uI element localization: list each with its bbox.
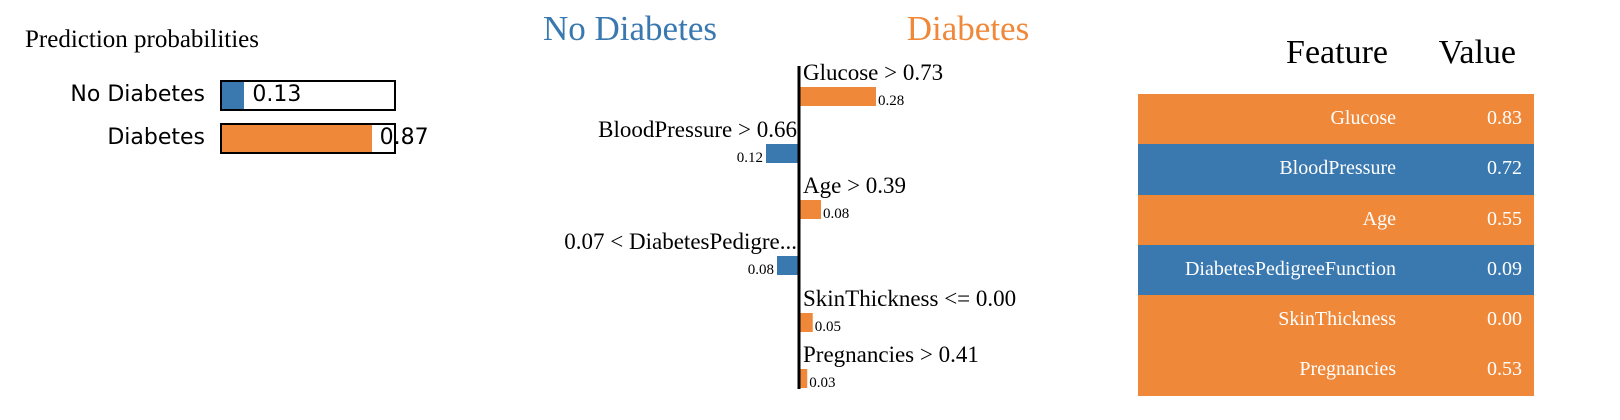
probability-row: Diabetes 0.87 bbox=[0, 123, 480, 157]
feature-bar bbox=[766, 144, 799, 163]
feature-condition-label: SkinThickness <= 0.00 bbox=[803, 286, 1016, 311]
probability-value: 0.87 bbox=[379, 125, 429, 150]
class-label-negative: No Diabetes bbox=[543, 9, 717, 48]
table-cell-value: 0.55 bbox=[1487, 207, 1522, 230]
table-cell-value: 0.09 bbox=[1487, 257, 1522, 280]
table-rows: Glucose 0.83 BloodPressure 0.72 Age 0.55 Diabe… bbox=[1138, 94, 1534, 396]
table-cell-feature: Age bbox=[1362, 207, 1396, 230]
probability-label: Diabetes bbox=[107, 125, 205, 150]
feature-bar bbox=[799, 313, 813, 332]
table-cell-value: 0.83 bbox=[1487, 107, 1522, 129]
probability-label: No Diabetes bbox=[70, 82, 205, 107]
table-cell-feature: Pregnancies bbox=[1299, 358, 1396, 381]
prediction-probabilities-panel: Prediction probabilities No Diabetes 0.13… bbox=[0, 0, 480, 180]
table-row: Age 0.55 bbox=[1138, 194, 1534, 245]
table-cell-feature: BloodPressure bbox=[1279, 157, 1396, 180]
table-cell-value: 0.72 bbox=[1487, 157, 1522, 180]
table-cell-feature: Glucose bbox=[1330, 107, 1396, 129]
table-row: DiabetesPedigreeFunction 0.09 bbox=[1138, 244, 1534, 296]
feature-condition-label: 0.07 < DiabetesPedigre... bbox=[564, 229, 797, 254]
feature-weight-label: 0.08 bbox=[748, 262, 774, 278]
table-header: Feature Value bbox=[1138, 30, 1534, 94]
feature-bar bbox=[777, 256, 799, 275]
probability-row: No Diabetes 0.13 bbox=[0, 80, 480, 114]
feature-condition-label: Age > 0.39 bbox=[803, 173, 906, 198]
probability-bar-fill bbox=[222, 82, 245, 109]
table-cell-feature: SkinThickness bbox=[1278, 308, 1396, 331]
feature-bar bbox=[799, 87, 876, 106]
table-row: BloodPressure 0.72 bbox=[1138, 144, 1534, 195]
feature-weight-label: 0.05 bbox=[815, 319, 841, 335]
table-row: Glucose 0.83 bbox=[1138, 94, 1534, 145]
probability-value: 0.13 bbox=[252, 82, 302, 107]
class-label-positive: Diabetes bbox=[907, 9, 1029, 48]
feature-weight-label: 0.03 bbox=[809, 375, 835, 391]
table-row: Pregnancies 0.53 bbox=[1138, 345, 1534, 396]
probability-bar-frame bbox=[220, 80, 396, 111]
table-row: SkinThickness 0.00 bbox=[1138, 295, 1534, 346]
feature-bar bbox=[799, 200, 821, 219]
table-cell-value: 0.53 bbox=[1487, 358, 1522, 381]
header-feature: Feature bbox=[1286, 34, 1388, 71]
feature-condition-label: BloodPressure > 0.66 bbox=[598, 117, 797, 142]
feature-weight-label: 0.08 bbox=[823, 206, 849, 222]
probability-bar-fill bbox=[222, 125, 372, 152]
feature-weight-label: 0.28 bbox=[878, 93, 904, 109]
header-value: Value bbox=[1438, 34, 1516, 71]
feature-condition-label: Glucose > 0.73 bbox=[803, 60, 943, 85]
table-cell-feature: DiabetesPedigreeFunction bbox=[1184, 257, 1396, 280]
feature-condition-label: Pregnancies > 0.41 bbox=[803, 342, 979, 367]
feature-value-table: Feature Value Glucose 0.83 BloodPressure 0.… bbox=[1138, 30, 1534, 396]
table-cell-value: 0.00 bbox=[1487, 308, 1522, 331]
feature-weight-label: 0.12 bbox=[737, 150, 763, 166]
feature-bar bbox=[799, 369, 808, 388]
prediction-probabilities-title: Prediction probabilities bbox=[25, 26, 259, 53]
probability-bar-frame bbox=[220, 123, 396, 154]
